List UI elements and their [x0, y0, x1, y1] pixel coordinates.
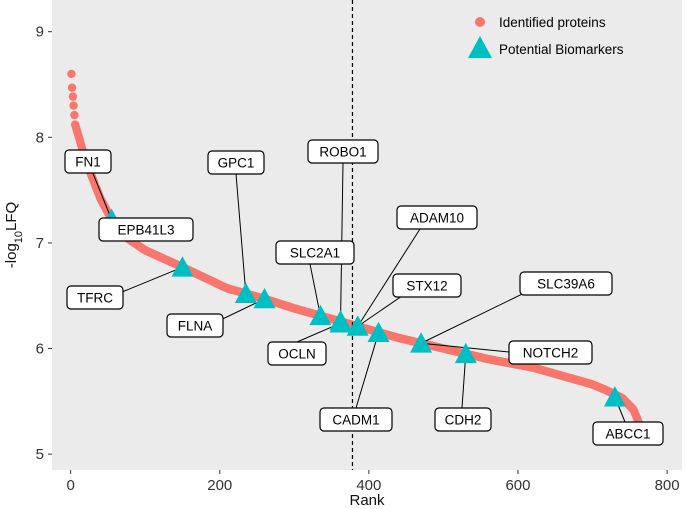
callout-box [275, 240, 355, 265]
y-tick-label: 9 [36, 24, 44, 41]
callout-box [166, 313, 224, 338]
protein-point [67, 83, 77, 92]
leader-line [235, 173, 247, 294]
legend: Identified proteins Potential Biomarkers [461, 4, 681, 64]
callout-labels: FN1 EPB41L3 TFRC GPC1 ROBO1 ADAM10 SLC2A1 STX12… [64, 139, 664, 446]
callout-box [592, 421, 664, 446]
callout-box [434, 407, 492, 432]
x-tick-label: 800 [655, 477, 680, 494]
y-axis-title: -log10LFQ [3, 202, 25, 268]
callout-box [508, 340, 593, 365]
callout-box [66, 285, 124, 310]
callout-label: SLC2A1 [290, 246, 340, 261]
biomarker-point [309, 304, 332, 326]
x-tick-label: 600 [505, 477, 530, 494]
y-tick-label: 7 [36, 235, 44, 252]
callout-label: EPB41L3 [117, 223, 174, 238]
callout-label: CDH2 [445, 413, 482, 428]
protein-point [68, 92, 78, 101]
callout-label: GPC1 [218, 156, 255, 171]
callout-label: CADM1 [332, 413, 379, 428]
callout-label: NOTCH2 [523, 346, 579, 361]
callout-label: ADAM10 [410, 211, 464, 226]
x-tick-label: 200 [207, 477, 232, 494]
protein-point [69, 101, 78, 110]
y-tick-label: 6 [36, 341, 44, 358]
callout-label: FLNA [178, 319, 213, 334]
callout-label: OCLN [278, 347, 316, 362]
callout-box [64, 149, 112, 174]
leader-line [355, 332, 380, 409]
biomarker-point [253, 287, 276, 309]
callout-label: ABCC1 [605, 427, 650, 442]
callout-box [396, 205, 478, 230]
y-tick-label: 8 [36, 129, 44, 146]
callout-box [519, 271, 613, 296]
y-tick-label: 5 [36, 446, 44, 463]
callout-box [267, 341, 327, 366]
leader-line [357, 228, 421, 327]
x-tick-label: 400 [356, 477, 381, 494]
legend-proteins-marker [475, 17, 485, 27]
legend-biomarkers-marker [468, 36, 492, 58]
biomarker-point [171, 256, 194, 277]
protein-point [67, 69, 76, 79]
callout-label: SLC39A6 [537, 277, 595, 292]
biomarker-point [329, 312, 352, 333]
legend-biomarkers-label: Potential Biomarkers [499, 42, 624, 57]
callout-box [392, 273, 462, 298]
biomarker-point [234, 282, 257, 303]
biomarker-point [346, 315, 369, 336]
biomarker-point [410, 332, 433, 353]
legend-proteins-label: Identified proteins [499, 15, 606, 30]
callout-label: ROBO1 [319, 145, 366, 160]
callout-box [207, 150, 265, 175]
callout-box [319, 407, 393, 432]
callout-label: FN1 [75, 155, 101, 170]
biomarker-point [367, 321, 390, 343]
callout-label: TFRC [77, 291, 113, 306]
legend-background [461, 4, 681, 64]
protein-point [70, 110, 79, 120]
callout-label: STX12 [406, 279, 447, 294]
biomarker-point [603, 386, 626, 407]
x-axis-title: Rank [349, 492, 385, 509]
callout-box [98, 217, 194, 242]
x-tick-label: 0 [66, 477, 74, 494]
callout-box [307, 139, 379, 164]
axes: 0 200 400 600 800 5 6 7 8 9 Rank -log10LFQ [3, 24, 680, 509]
leader-line [309, 263, 321, 316]
biomarker-point [454, 342, 477, 364]
